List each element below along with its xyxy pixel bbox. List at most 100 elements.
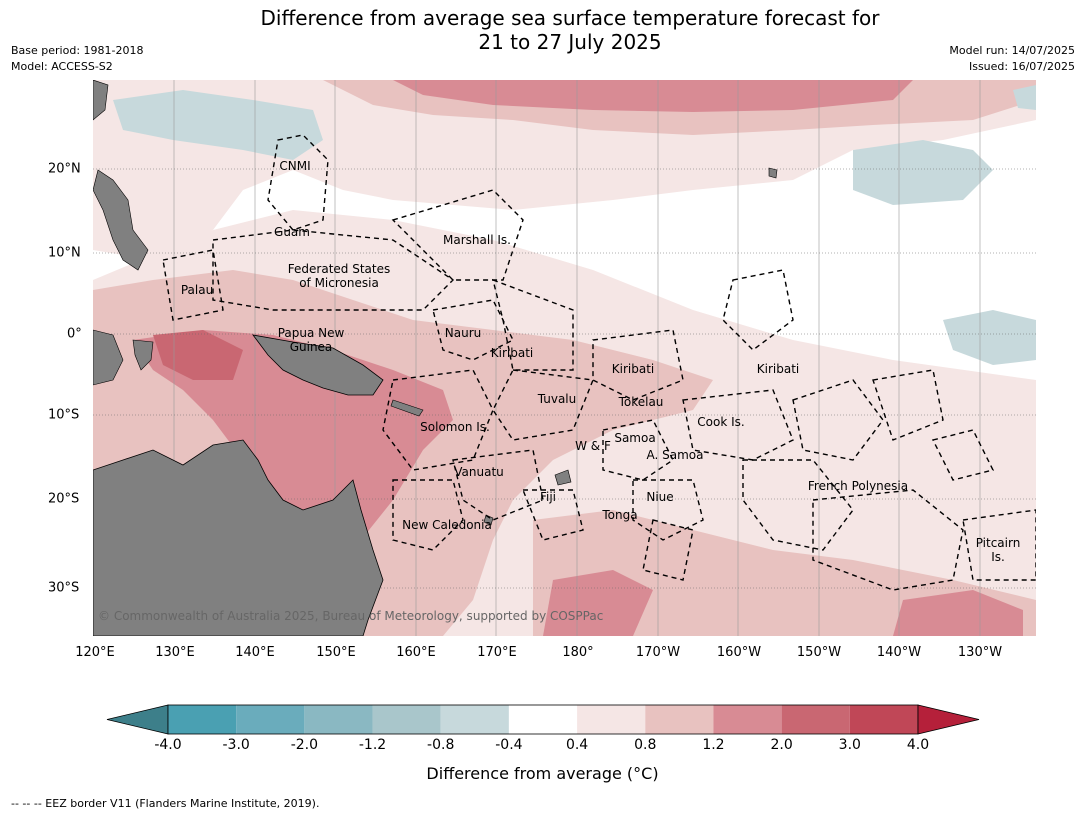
label-guam: Guam: [274, 225, 310, 239]
lon-tick-160w: 160°W: [716, 645, 762, 660]
lat-tick-30s: 30°S: [48, 580, 80, 596]
label-pitcairn: Pitcairn Is.: [976, 536, 1021, 564]
label-new-caledonia: New Caledonia: [402, 518, 492, 532]
colorbar-box: [849, 705, 918, 734]
lon-tick-150w: 150°W: [796, 645, 842, 660]
colorbar-tick-label: 0.4: [565, 737, 589, 753]
copyright-notice: © Commonwealth of Australia 2025, Bureau…: [98, 609, 604, 623]
title-line-1: Difference from average sea surface temp…: [260, 6, 880, 30]
meta-left: Base period: 1981-2018 Model: ACCESS-S2: [11, 43, 143, 75]
colorbar-tick-label: -4.0: [154, 737, 182, 753]
label-american-samoa: A. Samoa: [646, 448, 704, 462]
lat-tick-0: 0°: [67, 326, 82, 342]
lat-tick-10n: 10°N: [48, 245, 81, 261]
label-cnmi: CNMI: [279, 159, 311, 173]
lon-tick-170e: 170°E: [477, 645, 517, 660]
colorbar-box: [440, 705, 509, 734]
colorbar-extend-low: [106, 704, 169, 735]
colorbar-tick-label: 2.0: [770, 737, 793, 753]
land-sulawesi: [132, 339, 154, 371]
label-kiribati-central: Kiribati: [611, 362, 655, 376]
graticule-lat: [93, 168, 1036, 589]
label-png: Papua New Guinea: [278, 326, 345, 354]
land-hawaii: [768, 167, 778, 179]
colorbar-tick-label: 4.0: [906, 737, 930, 753]
colorbar-extend-high: [917, 704, 980, 735]
colorbar-tick-label: -1.2: [358, 737, 387, 753]
label-nauru: Nauru: [444, 326, 482, 340]
colorbar-title: Difference from average (°C): [426, 764, 659, 783]
colorbar-tick-label: -0.4: [495, 737, 523, 753]
lat-tick-20n: 20°N: [48, 161, 81, 177]
label-kiribati-east: Kiribati: [756, 362, 800, 376]
anomaly-pos-high-png: [153, 330, 243, 380]
colorbar-box: [372, 705, 441, 734]
anomaly-neg-north: [113, 90, 323, 160]
label-fsm-line2: of Micronesia: [299, 276, 379, 290]
label-tonga: Tonga: [602, 508, 638, 522]
model-name: Model: ACCESS-S2: [11, 60, 113, 73]
land-fiji: [554, 469, 572, 486]
eez-borders: [162, 134, 1036, 591]
colorbar-box: [304, 705, 373, 734]
anomaly-neg-east-small: [1013, 85, 1036, 110]
land-philippines: [93, 169, 149, 271]
lon-tick-130w: 130°W: [957, 645, 1003, 660]
label-kiribati-west: Kiribati: [490, 346, 534, 360]
colorbar-box: [168, 705, 237, 734]
colorbar-tick-label: 3.0: [838, 737, 861, 753]
colorbar-tick-label: 1.2: [702, 737, 725, 753]
label-samoa: Samoa: [614, 431, 656, 445]
land-australia: [93, 439, 384, 636]
label-tuvalu: Tuvalu: [537, 392, 577, 406]
colorbar-box: [645, 705, 714, 734]
land-new-guinea: [252, 334, 384, 396]
label-vanuatu: Vanuatu: [454, 465, 504, 479]
label-png-line1: Papua New: [277, 326, 345, 340]
title-line-2: 21 to 27 July 2025: [478, 30, 662, 54]
land-solomons: [390, 399, 424, 417]
lon-tick-140e: 140°E: [235, 645, 275, 660]
label-fsm: Federated States of Micronesia: [288, 262, 390, 290]
issued-date: Issued: 16/07/2025: [968, 60, 1075, 73]
label-pitcairn-line1: Pitcairn: [975, 536, 1021, 550]
anomaly-pos-strong-se: [543, 570, 653, 636]
lat-tick-20s: 20°S: [48, 491, 80, 507]
label-png-line2: Guinea: [289, 340, 333, 354]
label-fiji: Fiji: [539, 490, 557, 504]
colorbar-box: [508, 705, 578, 734]
colorbar-tick-label: -0.8: [427, 737, 455, 753]
label-marshall: Marshall Is.: [443, 233, 511, 247]
meta-right: Model run: 14/07/2025 Issued: 16/07/2025: [949, 43, 1075, 75]
label-french-polynesia: French Polynesia: [807, 479, 909, 493]
anomaly-neg-northeast: [853, 140, 993, 205]
label-solomon: Solomon Is.: [420, 420, 490, 434]
lon-tick-140w: 140°W: [876, 645, 922, 660]
lon-tick-160e: 160°E: [396, 645, 436, 660]
label-wallis-futuna: W & F: [575, 439, 611, 453]
anomaly-pos-strong-north: [393, 80, 913, 112]
land-taiwan: [93, 80, 109, 121]
colorbar: [106, 704, 980, 735]
lon-tick-170w: 170°W: [635, 645, 681, 660]
colorbar-tick-label: -3.0: [222, 737, 250, 753]
lon-tick-130e: 130°E: [155, 645, 195, 660]
label-fsm-line1: Federated States: [287, 262, 391, 276]
colorbar-box: [781, 705, 850, 734]
lon-tick-150e: 150°E: [316, 645, 356, 660]
label-tokelau: Tokelau: [618, 395, 664, 409]
colorbar-box: [577, 705, 646, 734]
label-cook: Cook Is.: [697, 415, 745, 429]
model-run: Model run: 14/07/2025: [949, 44, 1075, 57]
colorbar-box: [713, 705, 782, 734]
anomaly-pos-strong-east: [893, 590, 1023, 636]
lat-tick-10s: 10°S: [48, 407, 80, 423]
sst-anomaly-map: [93, 80, 1036, 636]
anomaly-neg-east: [943, 310, 1036, 365]
colorbar-box: [236, 705, 305, 734]
label-pitcairn-line2: Is.: [991, 550, 1005, 564]
label-palau: Palau: [180, 283, 214, 297]
colorbar-tick-label: -2.0: [290, 737, 319, 753]
lon-tick-120e: 120°E: [75, 645, 115, 660]
base-period: Base period: 1981-2018: [11, 44, 144, 57]
